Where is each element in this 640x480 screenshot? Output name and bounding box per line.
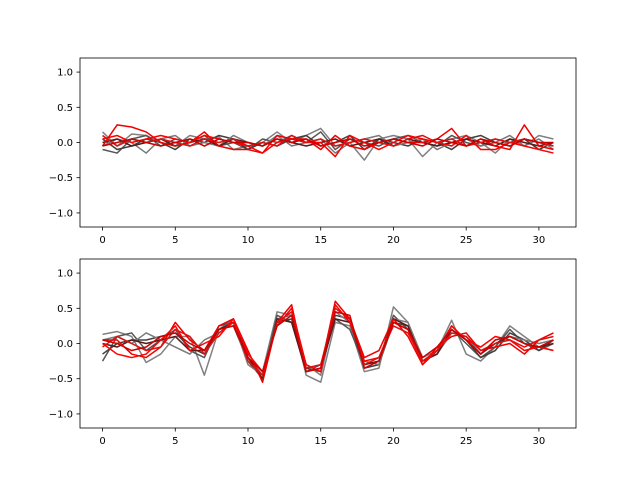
- top-x-tick-label: 30: [533, 235, 546, 246]
- top-y-tick-label: 0.0: [57, 138, 73, 149]
- top-x-tick-label: 0: [99, 235, 105, 246]
- bottom-x-tick-label: 30: [533, 436, 546, 447]
- top-y-tick-label: −0.5: [49, 173, 73, 184]
- top-series-line-6: [102, 134, 554, 158]
- bottom-y-tick-label: 0.5: [57, 304, 73, 315]
- top-x-tick-label: 20: [387, 235, 400, 246]
- top-axes: 0 5 10 15 20 25 30 −1.0 −0.5 0.0 0.5 1.0: [49, 57, 577, 246]
- top-series-line-3: [102, 134, 554, 154]
- bottom-x-tick-label: 5: [172, 436, 178, 447]
- bottom-axes-frame: [79, 258, 577, 429]
- bottom-y-tick-label: −0.5: [49, 374, 73, 385]
- top-x-tick-label: 5: [172, 235, 178, 246]
- top-y-tick-label: 0.5: [57, 103, 73, 114]
- bottom-x-tick-label: 20: [387, 436, 400, 447]
- bottom-y-tick-label: 1.0: [57, 269, 73, 280]
- top-y-tick-label: 1.0: [57, 68, 73, 79]
- top-y-tick-label: −1.0: [49, 208, 73, 219]
- top-series-line-7: [102, 134, 554, 147]
- bottom-series-line-0: [102, 306, 554, 383]
- bottom-ticks-group: 0 5 10 15 20 25 30 −1.0 −0.5 0.0 0.5 1.0: [49, 269, 546, 447]
- top-x-tick-label: 15: [314, 235, 327, 246]
- bottom-x-tick-label: 25: [460, 436, 473, 447]
- top-series-group: [101, 124, 554, 161]
- top-axes-frame: [79, 57, 577, 228]
- top-x-tick-label: 10: [242, 235, 255, 246]
- top-ticks-group: 0 5 10 15 20 25 30 −1.0 −0.5 0.0 0.5 1.0: [49, 68, 546, 246]
- bottom-axes: 0 5 10 15 20 25 30 −1.0 −0.5 0.0 0.5 1.0: [49, 258, 577, 447]
- bottom-x-tick-label: 0: [99, 436, 105, 447]
- bottom-series-group: [101, 300, 554, 383]
- top-series-line-8: [102, 138, 554, 147]
- bottom-y-tick-label: 0.0: [57, 339, 73, 350]
- bottom-series-line-8: [102, 311, 554, 373]
- bottom-x-tick-label: 15: [314, 436, 327, 447]
- top-x-tick-label: 25: [460, 235, 473, 246]
- bottom-series-line-7: [102, 307, 554, 376]
- bottom-x-tick-label: 10: [242, 436, 255, 447]
- bottom-y-tick-label: −1.0: [49, 409, 73, 420]
